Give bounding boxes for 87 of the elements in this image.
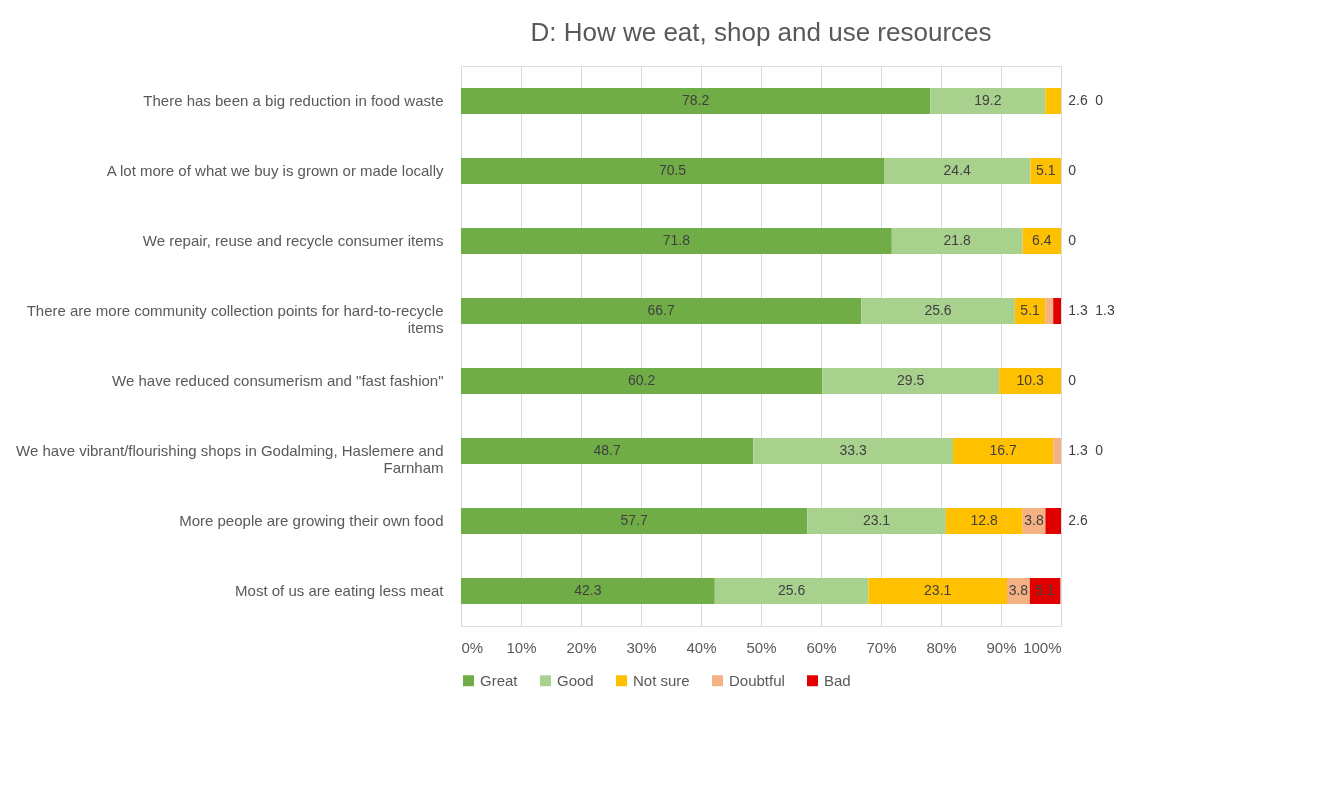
bar — [461, 88, 931, 114]
bar — [868, 578, 1007, 604]
chart-title: D: How we eat, shop and use resources — [530, 17, 992, 47]
x-tick-label: 60% — [806, 638, 837, 656]
bar — [753, 438, 953, 464]
text: 12.8 — [970, 512, 998, 528]
text: 66.7 — [647, 302, 675, 318]
text: 0 — [1095, 442, 1103, 458]
text: 3.8 — [1008, 582, 1029, 598]
bar — [1053, 298, 1061, 324]
bar — [461, 158, 884, 184]
text: 2.6 — [1068, 512, 1088, 528]
x-tick-label: 50% — [746, 638, 777, 656]
y-tick-label: We have vibrant/flourishing shops in Godalming, Haslemere and Farnham — [16, 442, 444, 476]
bar — [461, 578, 715, 604]
text: 25.6 — [777, 582, 806, 598]
text: 5.1 — [1035, 582, 1055, 598]
x-tick-label: 10% — [506, 638, 537, 656]
x-tick-label: 100% — [1023, 638, 1062, 656]
bar — [1030, 158, 1061, 184]
text: 42.3 — [574, 582, 602, 598]
text: 70.5 — [658, 162, 687, 178]
x-tick-label: 80% — [926, 638, 957, 656]
text: 0 — [1095, 92, 1103, 108]
text: 23.1 — [924, 582, 952, 598]
bar — [461, 228, 892, 254]
y-tick-label: We have reduced consumerism and "fast fashion" — [112, 372, 444, 389]
text: 60.2 — [627, 372, 656, 388]
text: 16.7 — [989, 442, 1017, 458]
text: 3.8 — [1024, 512, 1044, 528]
text: 24.4 — [943, 162, 971, 178]
text: 0 — [1068, 162, 1076, 178]
text: 19.2 — [974, 92, 1002, 108]
bar — [461, 438, 754, 464]
text: 0 — [1068, 232, 1076, 248]
text: 21.8 — [943, 232, 971, 248]
x-tick-label: 0% — [461, 638, 484, 656]
text: 25.6 — [924, 302, 952, 318]
legend-label: Doubtful — [729, 671, 785, 689]
legend-label: Bad — [824, 671, 851, 689]
text: 0 — [1068, 372, 1076, 388]
y-tick-label: A lot more of what we buy is grown or made locally — [106, 162, 444, 179]
text: 1.3 — [1068, 302, 1088, 318]
bar — [807, 508, 946, 534]
y-tick-label: More people are growing their own food — [179, 512, 444, 529]
bar — [945, 508, 1023, 534]
bar — [884, 158, 1031, 184]
text: 2.6 — [1068, 92, 1088, 108]
bar — [714, 578, 869, 604]
legend-label: Not sure — [633, 671, 690, 689]
bar — [953, 438, 1054, 464]
text: 5.1 — [1020, 302, 1040, 318]
legend-label: Good — [557, 671, 594, 689]
text: 57.7 — [620, 512, 648, 528]
text: 10.3 — [1016, 372, 1044, 388]
text: 71.8 — [662, 232, 691, 248]
bar — [1053, 438, 1061, 464]
text: 1.3 — [1068, 442, 1088, 458]
text: 1.3 — [1095, 302, 1115, 318]
y-tick-label: There are more community collection points for hard-to-recycle items — [26, 302, 444, 336]
x-tick-label: 30% — [626, 638, 657, 656]
text: 48.7 — [593, 442, 621, 458]
y-tick-label: Most of us are eating less meat — [235, 582, 445, 599]
bar — [461, 298, 862, 324]
text: 6.4 — [1032, 232, 1052, 248]
y-tick-label: We repair, reuse and recycle consumer items — [142, 232, 444, 249]
x-tick-label: 90% — [986, 638, 1017, 656]
bar — [999, 368, 1061, 394]
bar — [1045, 508, 1061, 534]
x-tick-label: 40% — [686, 638, 717, 656]
x-tick-label: 20% — [566, 638, 597, 656]
x-tick-label: 70% — [866, 638, 897, 656]
text: 78.2 — [681, 92, 710, 108]
bar — [1045, 298, 1054, 324]
bar — [461, 508, 808, 534]
bar — [930, 88, 1046, 114]
text: 33.3 — [839, 442, 867, 458]
legend-label: Great — [480, 671, 519, 689]
text: 29.5 — [897, 372, 925, 388]
text: 23.1 — [862, 512, 891, 528]
bar — [861, 298, 1015, 324]
bar — [1045, 88, 1061, 114]
y-tick-label: There has been a big reduction in food waste — [143, 92, 444, 109]
bar — [891, 228, 1023, 254]
bar — [822, 368, 1000, 394]
bar — [461, 368, 823, 394]
text: 5.1 — [1035, 162, 1056, 178]
